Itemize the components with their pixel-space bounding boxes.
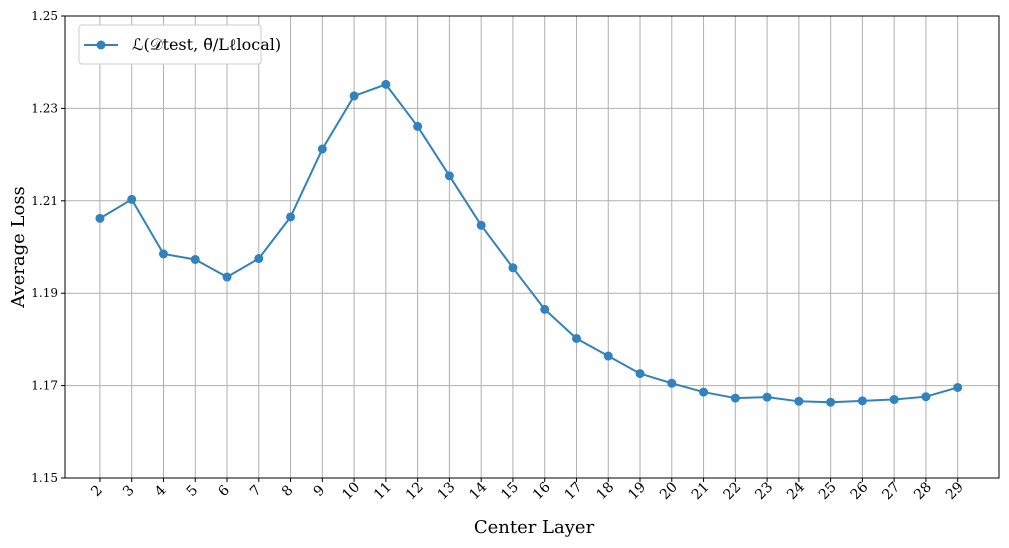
- y-tick-label-2: 1.19: [31, 286, 58, 300]
- x-tick-label-16: 18: [593, 479, 617, 503]
- data-point-0-12: [413, 121, 423, 131]
- data-point-0-26: [857, 396, 867, 406]
- x-tick-label-15: 17: [562, 479, 586, 503]
- data-point-0-15: [508, 263, 518, 273]
- x-tick-label-19: 21: [689, 479, 713, 503]
- x-tick-label-17: 19: [625, 479, 649, 503]
- data-point-0-16: [540, 304, 550, 314]
- series-line-0: [99, 83, 958, 404]
- x-tick-label-7: 9: [311, 482, 329, 500]
- plot-background: [65, 16, 999, 478]
- data-point-0-29: [953, 382, 963, 392]
- x-tick-label-22: 24: [784, 479, 808, 503]
- legend: ℒ(𝒟test, θ̃/Lℓlocal): [78, 24, 281, 65]
- legend-box: [78, 24, 262, 65]
- x-tick-label-1: 3: [120, 482, 138, 500]
- x-tick-label-2: 4: [152, 482, 170, 500]
- x-tick-label-4: 6: [215, 482, 233, 500]
- x-tick-label-5: 7: [247, 482, 265, 500]
- x-tick-label-24: 26: [848, 479, 872, 503]
- x-tick-label-26: 28: [911, 479, 935, 503]
- legend-entry-label: ℒ(𝒟test, θ̃/Lℓlocal): [132, 35, 281, 54]
- x-tick-label-18: 20: [657, 479, 681, 503]
- data-point-0-17: [571, 333, 581, 343]
- x-tick-label-11: 13: [435, 479, 459, 503]
- y-tick-label-1: 1.17: [31, 379, 58, 393]
- data-point-0-14: [476, 220, 486, 230]
- data-point-0-6: [222, 272, 232, 282]
- plot-frame: [64, 15, 1000, 479]
- data-point-0-27: [889, 394, 899, 404]
- x-tick-label-25: 27: [879, 479, 903, 503]
- y-tick-label-3: 1.21: [31, 194, 58, 208]
- x-tick-label-3: 5: [184, 482, 202, 500]
- data-point-0-3: [127, 194, 137, 204]
- x-tick-label-21: 23: [752, 479, 776, 503]
- data-point-0-23: [762, 392, 772, 402]
- x-tick-label-8: 10: [339, 479, 363, 503]
- data-point-0-24: [794, 396, 804, 406]
- series: [95, 79, 963, 407]
- data-point-0-20: [667, 378, 677, 388]
- x-tick-label-9: 11: [371, 479, 395, 503]
- data-point-0-5: [190, 254, 200, 264]
- y-axis-label: Average Loss: [8, 186, 29, 309]
- data-point-0-25: [826, 397, 836, 407]
- legend-marker-sample: [96, 40, 106, 50]
- y-tick-label-4: 1.23: [31, 101, 58, 115]
- x-tick-label-14: 16: [530, 479, 554, 503]
- x-axis-label: Center Layer: [474, 517, 595, 538]
- data-point-0-8: [286, 212, 296, 222]
- data-point-0-13: [444, 171, 454, 181]
- y-tick-label-0: 1.15: [31, 471, 58, 485]
- data-point-0-28: [921, 392, 931, 402]
- data-point-0-9: [317, 144, 327, 154]
- x-tick-label-27: 29: [943, 479, 967, 503]
- data-point-0-2: [95, 213, 105, 223]
- data-point-0-19: [635, 369, 645, 379]
- data-point-0-4: [158, 249, 168, 259]
- data-point-0-7: [254, 254, 264, 264]
- data-point-0-21: [699, 387, 709, 397]
- data-point-0-10: [349, 91, 359, 101]
- data-point-0-18: [603, 351, 613, 361]
- x-tick-label-20: 22: [721, 479, 745, 503]
- x-tick-label-12: 14: [466, 479, 490, 503]
- x-tick-label-23: 25: [816, 479, 840, 503]
- x-tick-label-10: 12: [403, 479, 427, 503]
- x-tick-label-0: 2: [88, 482, 106, 500]
- x-tick-label-6: 8: [279, 482, 297, 500]
- data-point-0-22: [730, 393, 740, 403]
- data-point-0-11: [381, 79, 391, 89]
- x-tick-label-13: 15: [498, 479, 522, 503]
- y-tick-label-5: 1.25: [31, 9, 58, 23]
